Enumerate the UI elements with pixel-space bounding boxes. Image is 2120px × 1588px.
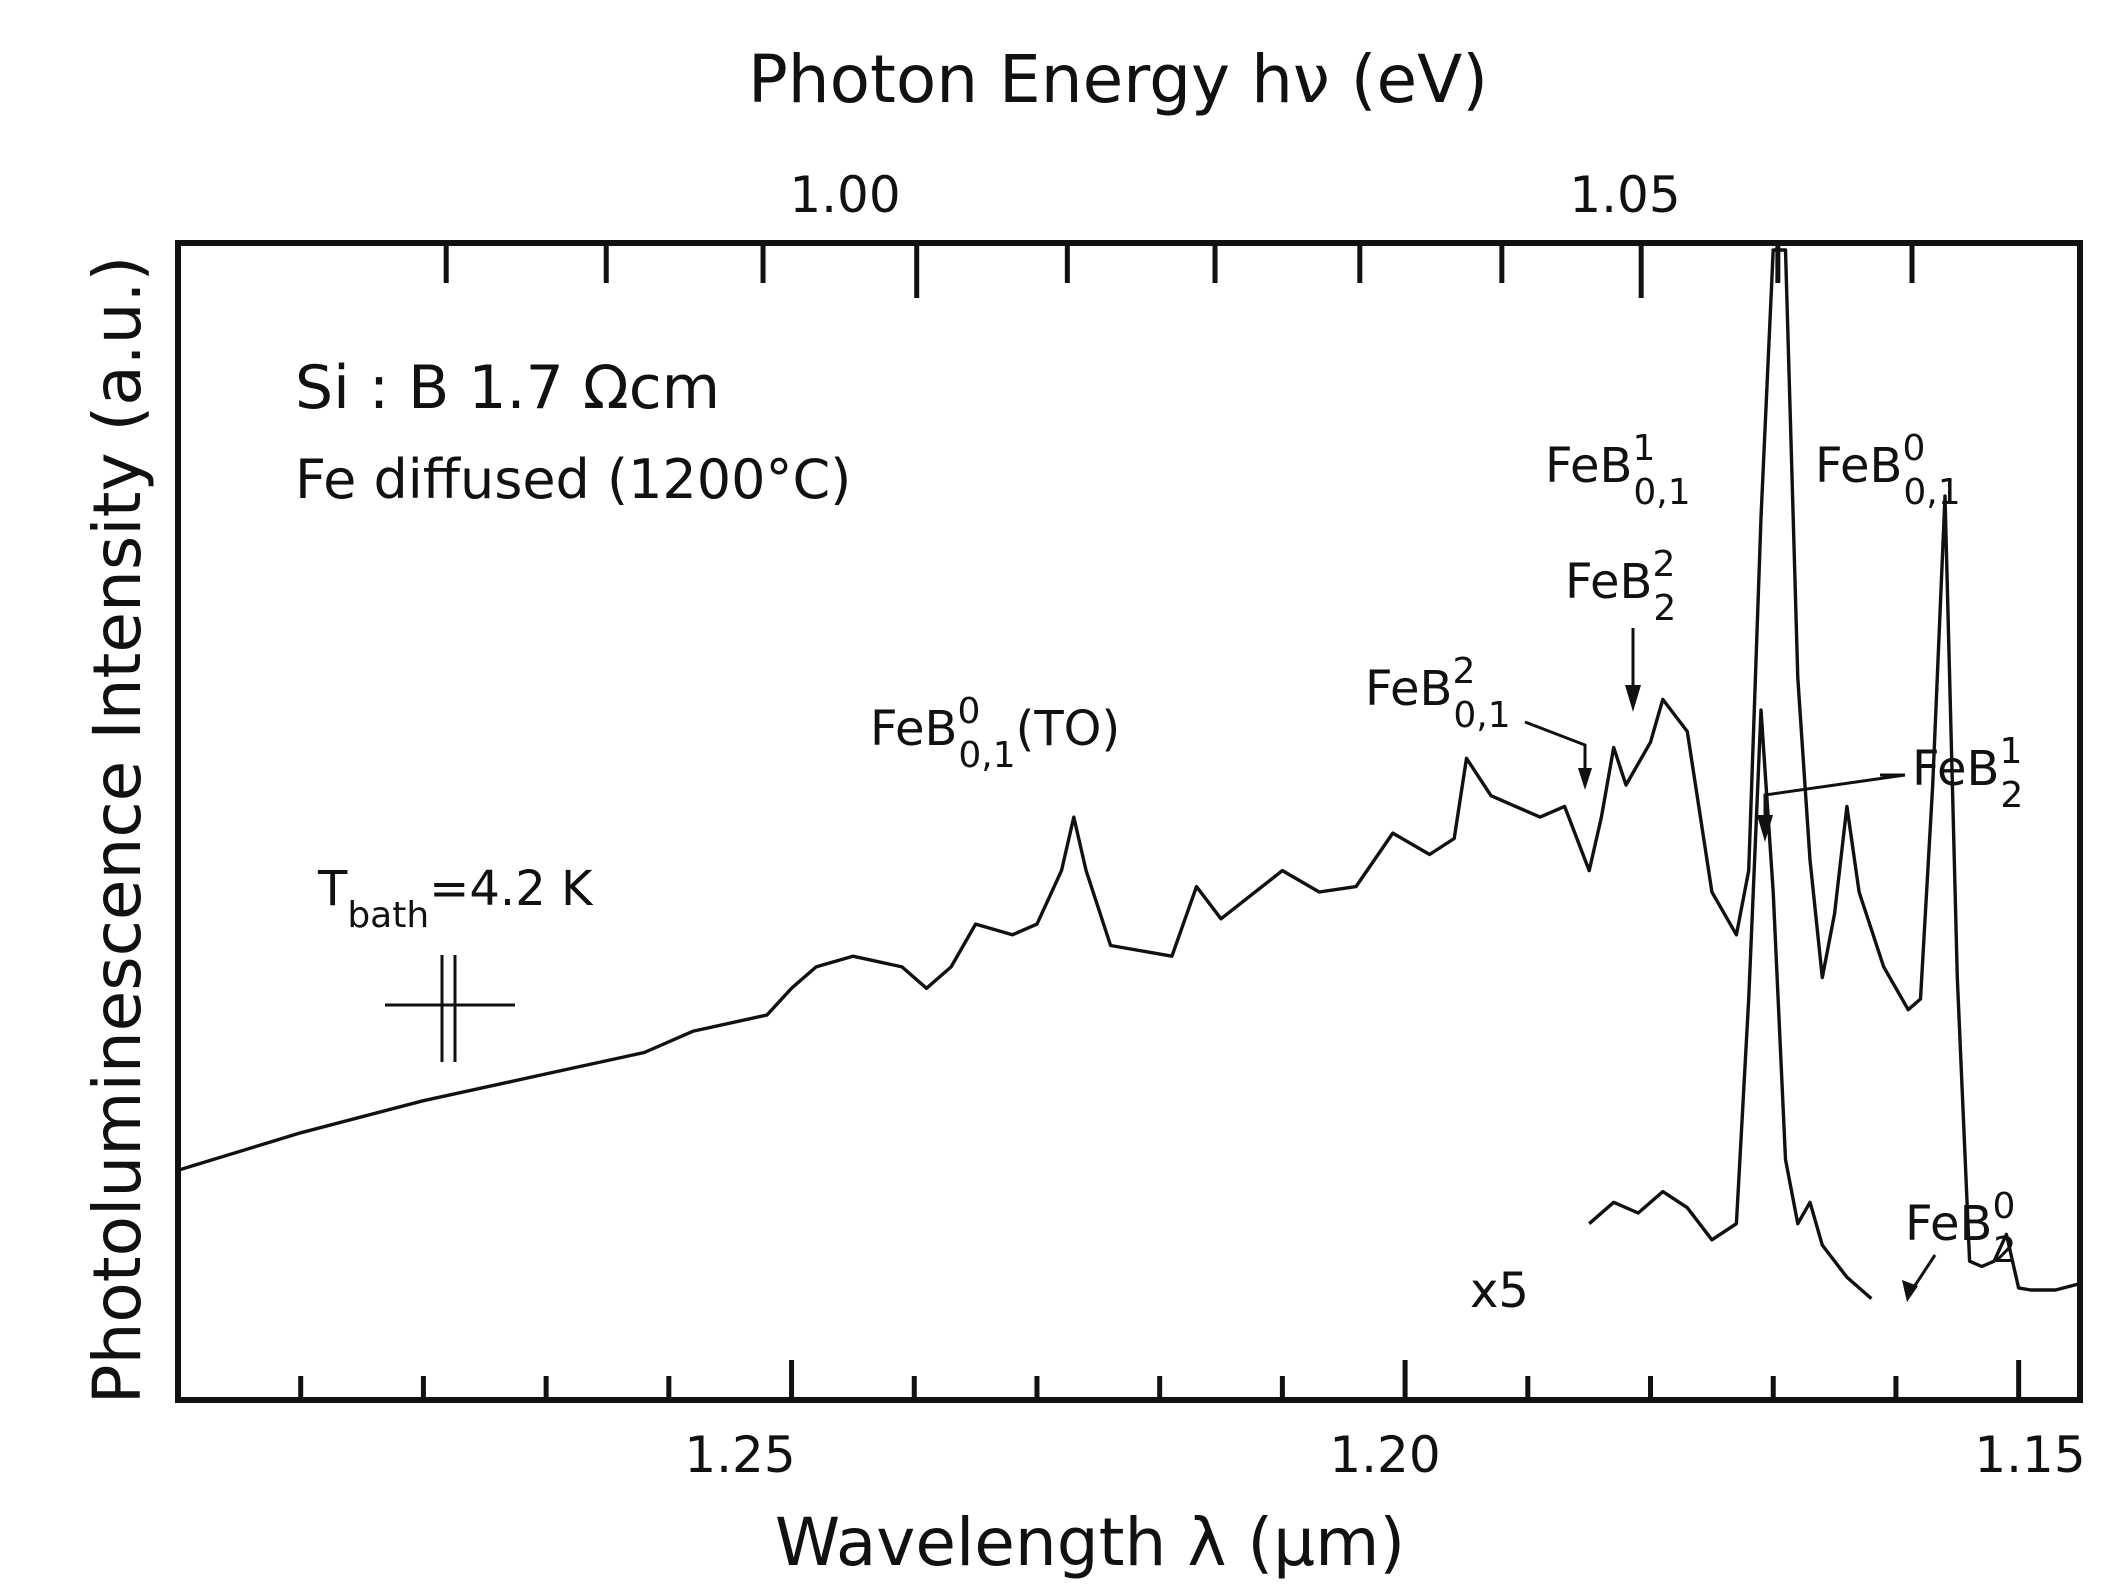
peak-label-feb01-0: FeB0 0,1: [1815, 428, 1961, 513]
arrow-head-feb01-2: [1578, 768, 1592, 790]
axis-tick-labels: 1.25 1.20 1.15 1.00 1.05: [684, 166, 2085, 1484]
peak-label-feb01-to: FeB0 0,1(TO): [870, 691, 1120, 776]
resolution-marker: [385, 955, 515, 1062]
x-axis-title: Wavelength λ (μm): [775, 1504, 1405, 1581]
x-tick-label-1.25: 1.25: [684, 1426, 795, 1484]
x-tick-label-1.20: 1.20: [1329, 1426, 1440, 1484]
plot-frame: [175, 240, 2083, 1403]
arrow-head-feb2-0: [1902, 1280, 1918, 1302]
diffusion-label: Fe diffused (1200°C): [295, 448, 851, 511]
y-axis-title: Photoluminescence Intensity (a.u.): [79, 256, 156, 1404]
top-tick-label-1.00: 1.00: [789, 166, 900, 224]
x-tick-label-1.15: 1.15: [1974, 1426, 2085, 1484]
peak-label-feb01-1: FeB1 0,1: [1545, 428, 1691, 513]
axis-ticks: [298, 243, 2022, 1400]
arrow-feb01-2: [1524, 720, 1587, 780]
peak-label-feb2-2: FeB2 2: [1565, 544, 1676, 629]
arrow-feb2-0: [1910, 1254, 1937, 1291]
peak-label-feb01-2: FeB2 0,1: [1365, 651, 1511, 736]
top-axis-title: Photon Energy hν (eV): [748, 41, 1488, 118]
peak-label-feb2-1: FeB1 2: [1912, 731, 2023, 816]
sample-label: Si : B 1.7 Ωcm: [295, 353, 720, 423]
spectrum-line: [177, 248, 2081, 1292]
spectrum-line-x5: [1588, 708, 1873, 1300]
arrow-feb2-1: [1763, 773, 1906, 830]
temperature-label: Tbath=4.2 K: [317, 861, 594, 936]
arrow-head-feb2-2: [1625, 685, 1641, 712]
magnification-label: x5: [1470, 1263, 1529, 1319]
peak-label-feb2-0: FeB0 2: [1905, 1186, 2016, 1271]
arrow-head-feb2-1: [1757, 815, 1773, 842]
top-tick-label-1.05: 1.05: [1569, 166, 1680, 224]
